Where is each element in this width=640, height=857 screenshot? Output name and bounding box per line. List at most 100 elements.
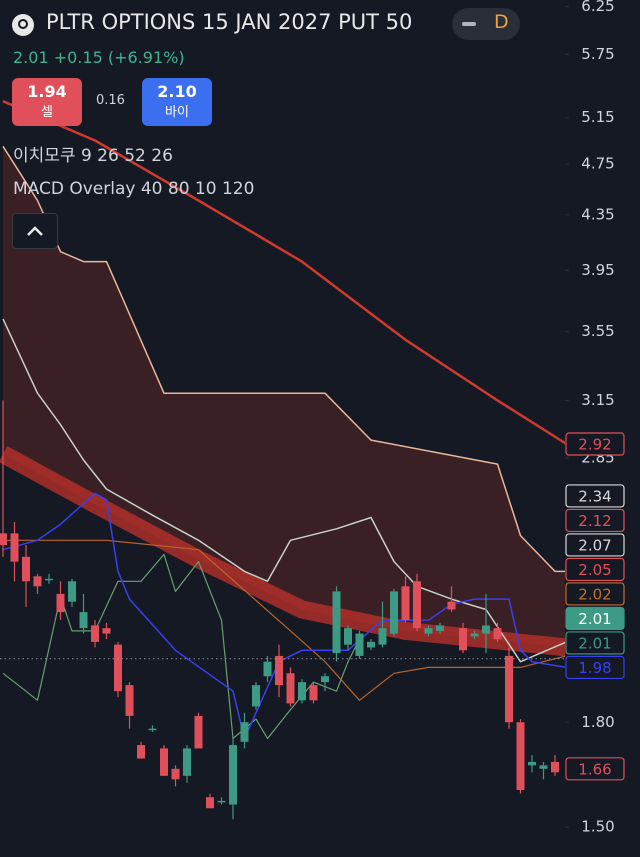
candle-body (378, 628, 387, 645)
candle-body (390, 591, 398, 634)
price-label-box (565, 655, 625, 680)
candle-body (332, 591, 341, 654)
candle-body (194, 715, 203, 749)
last-price: 2.01 (13, 48, 49, 67)
change: +0.15 (53, 48, 103, 67)
indicator-line (0, 446, 565, 657)
candle-body (252, 685, 260, 707)
change-pct: (+6.91%) (107, 48, 185, 67)
candle-body (275, 655, 283, 686)
candle-body (413, 581, 421, 629)
price-label-box (565, 432, 625, 456)
candle-body (160, 748, 168, 776)
collapse-icon[interactable] (462, 22, 476, 26)
candle-body (206, 797, 214, 809)
cloud-fill (3, 146, 565, 648)
y-tick-label: 3.95 (581, 261, 614, 279)
sell-button[interactable]: 1.94 셀 (12, 78, 82, 126)
candle-body (344, 628, 352, 645)
candle-body (171, 768, 180, 780)
indicator-line (2, 318, 565, 663)
symbol-title[interactable]: PLTR OPTIONS 15 JAN 2027 PUT 50 (46, 10, 413, 34)
candle-body (298, 682, 306, 701)
candle-body (45, 578, 53, 581)
candle-body (482, 625, 490, 634)
y-tick-label: 3.15 (581, 391, 614, 409)
candle-body (286, 673, 295, 704)
candle-body (528, 761, 536, 766)
price-label-box (565, 757, 625, 781)
y-tick-label: 6.25 (581, 0, 614, 15)
price-label-box (565, 631, 625, 655)
candle-body (505, 655, 513, 723)
candle-body (355, 633, 364, 656)
candle-body (424, 628, 433, 634)
indicator-line (2, 100, 565, 445)
collapse-button[interactable] (12, 213, 58, 249)
price-label: 2.12 (578, 512, 611, 530)
candle-body (68, 581, 76, 602)
candle-body (56, 593, 65, 613)
candle-body (148, 728, 157, 731)
price-label-box (565, 606, 625, 631)
plot-area (0, 100, 565, 820)
candle-body (125, 685, 134, 716)
candle-body (0, 533, 7, 545)
spread: 0.16 (96, 93, 125, 108)
candle-body (114, 644, 122, 692)
y-tick-label: 4.75 (581, 155, 614, 173)
y-tick-label: 5.75 (581, 45, 614, 63)
candle-body (539, 765, 548, 769)
price-label-box (565, 582, 625, 606)
candle-body (33, 576, 42, 587)
quote: 2.01 +0.15 (+6.91%) (13, 48, 185, 67)
candle-body (229, 745, 237, 805)
candle-body (447, 601, 456, 610)
candle-body (367, 641, 375, 648)
indicator-line (3, 539, 565, 701)
candle-body (516, 722, 525, 790)
candle-body (263, 661, 272, 677)
price-label: 2.01 (578, 610, 611, 628)
candle-body (551, 761, 559, 773)
indicator-label[interactable]: MACD Overlay 40 80 10 120 (13, 179, 255, 199)
candle-body (309, 685, 318, 701)
indicator-label[interactable]: 이치모쿠 9 26 52 26 (13, 146, 173, 166)
symbol-icon[interactable] (12, 14, 34, 36)
candle-body (102, 628, 111, 634)
y-tick-label: 1.80 (581, 713, 614, 731)
y-tick-label: 3.55 (581, 322, 614, 340)
price-label-box (565, 508, 625, 533)
price-label: 2.92 (578, 436, 611, 454)
candle-body (401, 586, 410, 621)
y-tick-label: 1.50 (581, 818, 614, 836)
buy-button[interactable]: 2.10 바이 (142, 78, 212, 126)
price-label: 2.02 (578, 585, 611, 603)
candle-body (137, 745, 145, 759)
price-axis: 6.255.755.154.754.353.953.553.152.851.80… (565, 0, 625, 836)
price-label: 2.01 (578, 634, 611, 652)
candle-body (436, 625, 444, 631)
candle-body (470, 633, 479, 637)
interval[interactable]: D (494, 11, 509, 33)
candle-body (217, 800, 226, 803)
candle-body (321, 676, 329, 683)
buy-label: 바이 (165, 105, 189, 120)
candle-body (79, 612, 88, 629)
candle-body (183, 748, 191, 776)
price-label-box (565, 484, 625, 508)
chevron-icon (27, 226, 43, 236)
price-label: 1.66 (578, 760, 611, 778)
price-label: 2.05 (578, 561, 611, 579)
price-label-box (565, 533, 625, 557)
sell-price: 1.94 (27, 82, 67, 101)
y-tick-label: 5.15 (581, 108, 614, 126)
price-label: 2.07 (578, 536, 611, 554)
candle-body (91, 625, 99, 642)
candle-body (10, 533, 19, 562)
price-label: 2.34 (578, 487, 611, 505)
candle-body (493, 628, 502, 640)
y-tick-label: 4.35 (581, 205, 614, 223)
